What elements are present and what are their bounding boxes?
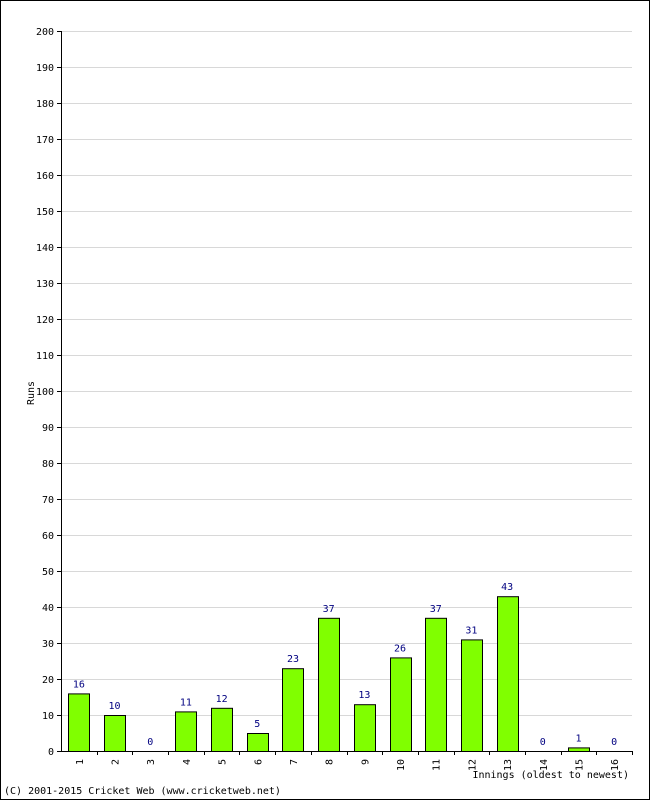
y-tick-label: 190 xyxy=(36,63,54,74)
y-tick-label: 20 xyxy=(42,675,54,686)
bar xyxy=(354,704,376,753)
x-tick-label: 1 xyxy=(75,759,86,765)
y-tick-label: 70 xyxy=(42,495,54,506)
x-tick-label: 14 xyxy=(539,759,550,771)
bar-value-label: 1 xyxy=(575,733,581,744)
y-tick-label: 150 xyxy=(36,207,54,218)
y-tick-label: 0 xyxy=(48,747,54,758)
x-tick-label: 8 xyxy=(325,759,336,765)
x-tick-label: 3 xyxy=(146,759,157,765)
x-tick-label: 12 xyxy=(467,759,478,771)
bar-value-label: 12 xyxy=(216,694,228,705)
grid-lines xyxy=(61,31,632,716)
bar-value-label: 0 xyxy=(611,737,617,748)
bar-value-label: 0 xyxy=(540,737,546,748)
y-tick-label: 130 xyxy=(36,279,54,290)
bar-value-label: 26 xyxy=(394,643,406,654)
bar xyxy=(247,733,269,752)
bar xyxy=(211,707,233,752)
bar xyxy=(104,715,126,752)
y-tick-labels: 0 10 20 30 40 50 60 70 80 90 100 110 120 130 140 150 160… xyxy=(36,27,61,758)
bar-value-label: 16 xyxy=(73,679,85,690)
x-tick-label: 11 xyxy=(432,759,443,771)
y-tick-label: 30 xyxy=(42,639,54,650)
x-tick-label: 9 xyxy=(360,759,371,765)
x-tick-label: 2 xyxy=(111,759,122,765)
x-tick-label: 16 xyxy=(610,759,621,771)
y-tick-label: 10 xyxy=(42,711,54,722)
y-tick-label: 100 xyxy=(36,387,54,398)
x-tick-label: 15 xyxy=(574,759,585,771)
bar xyxy=(68,693,90,753)
bar-value-label: 31 xyxy=(465,625,477,636)
x-tick-label: 6 xyxy=(253,759,264,765)
bar-value-label: 43 xyxy=(501,582,513,593)
bar xyxy=(425,617,447,752)
bar-value-label: 37 xyxy=(323,604,335,615)
x-tick-label: 10 xyxy=(396,759,407,771)
y-tick-label: 180 xyxy=(36,99,54,110)
x-tick-label: 5 xyxy=(218,759,229,765)
x-tick-label: 13 xyxy=(503,759,514,771)
y-tick-label: 110 xyxy=(36,351,54,362)
copyright-notice: (C) 2001-2015 Cricket Web (www.cricketwe… xyxy=(4,786,281,797)
x-tick-label: 4 xyxy=(182,759,193,765)
bar-value-label: 11 xyxy=(180,697,192,708)
y-tick-label: 90 xyxy=(42,423,54,434)
axes xyxy=(61,31,632,752)
y-axis-title: Runs xyxy=(26,381,37,405)
bars xyxy=(68,596,590,753)
y-tick-label: 80 xyxy=(42,459,54,470)
x-axis-title: Innings (oldest to newest) xyxy=(472,770,629,781)
bar-value-label: 10 xyxy=(109,701,121,712)
y-tick-label: 50 xyxy=(42,567,54,578)
bar xyxy=(318,617,340,752)
y-tick-label: 40 xyxy=(42,603,54,614)
y-tick-label: 170 xyxy=(36,135,54,146)
x-tick-labels: 1 2 3 4 5 6 7 8 9 10 11 12 13 14 15 16 xyxy=(75,751,633,771)
bar xyxy=(390,657,412,753)
bar-value-label: 5 xyxy=(254,719,260,730)
bar-value-label: 23 xyxy=(287,654,299,665)
bar xyxy=(282,668,304,753)
bar-value-label: 13 xyxy=(358,690,370,701)
bar xyxy=(568,747,590,753)
bar-value-label: 0 xyxy=(147,737,153,748)
y-tick-label: 120 xyxy=(36,315,54,326)
y-tick-label: 160 xyxy=(36,171,54,182)
y-tick-label: 200 xyxy=(36,27,54,38)
y-tick-label: 60 xyxy=(42,531,54,542)
y-tick-label: 140 xyxy=(36,243,54,254)
bar xyxy=(461,639,483,753)
bar-value-label: 37 xyxy=(430,604,442,615)
bar xyxy=(175,711,197,753)
bar xyxy=(497,596,519,753)
x-tick-label: 7 xyxy=(289,759,300,765)
